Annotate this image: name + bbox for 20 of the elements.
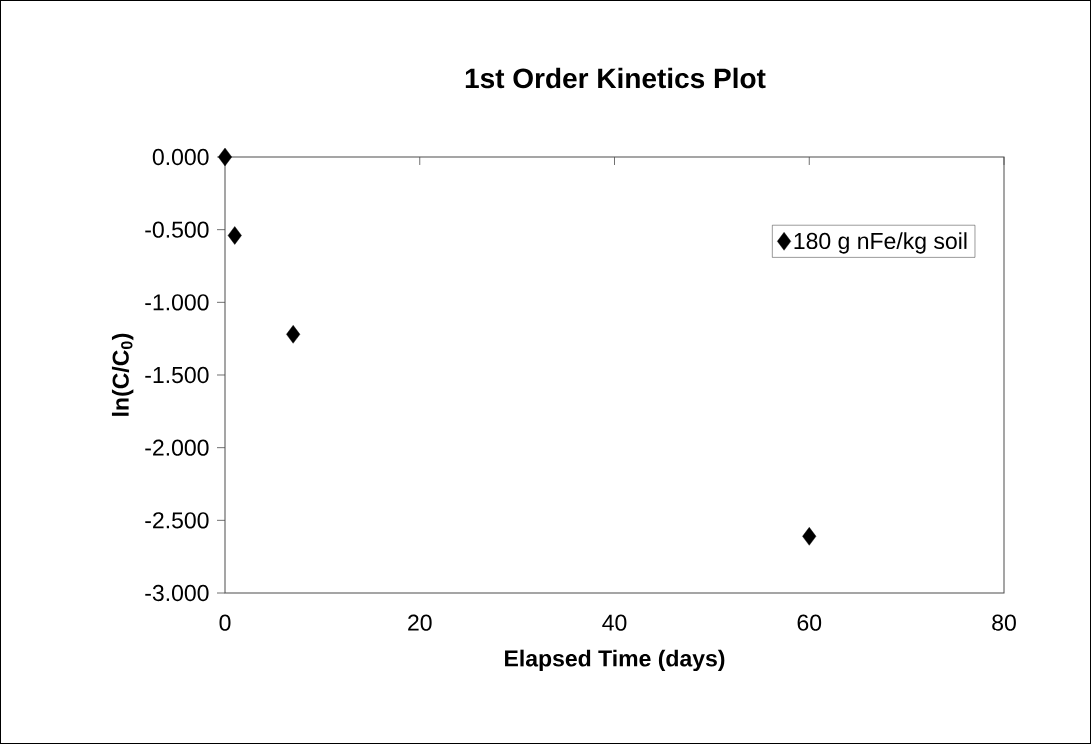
y-tick-label: -1.000 bbox=[145, 294, 209, 311]
point bbox=[286, 325, 301, 344]
y-tick-label: -2.000 bbox=[145, 439, 209, 456]
point bbox=[227, 226, 242, 245]
point bbox=[218, 147, 232, 167]
point bbox=[802, 527, 817, 546]
y-tick-label: -1.500 bbox=[145, 366, 209, 384]
x-tick-label: 0 bbox=[219, 614, 231, 631]
x-tick-label: 40 bbox=[602, 614, 627, 631]
x-tick-label: 60 bbox=[797, 614, 822, 631]
x-axis-title: Elapsed Time (days) bbox=[505, 649, 725, 672]
chart-title: 1st Order Kinetics Plot bbox=[465, 67, 766, 89]
x-tick-label: 20 bbox=[408, 614, 432, 631]
y-tick-label: -3.000 bbox=[145, 584, 209, 602]
y-axis-title: ln(C/C$_{0}$) bbox=[111, 333, 134, 416]
y-tick-label: -2.500 bbox=[145, 512, 209, 529]
legend-label: 180 g nFe/kg soil bbox=[794, 232, 967, 254]
x-tick-label: 80 bbox=[992, 614, 1016, 631]
y-tick-label: -0.500 bbox=[145, 221, 209, 238]
y-tick-label: 0.000 bbox=[152, 148, 209, 166]
